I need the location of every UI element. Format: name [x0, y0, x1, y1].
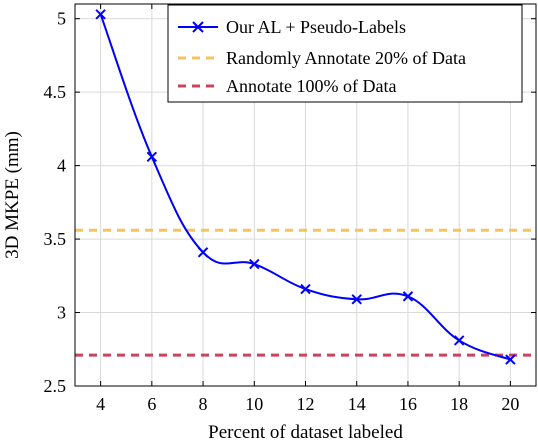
- series-point-marker: [249, 258, 260, 270]
- x-tick-label: 14: [348, 394, 366, 414]
- y-tick-label: 3: [57, 303, 66, 323]
- y-tick-label: 2.5: [44, 376, 67, 396]
- series-point-marker: [453, 335, 465, 346]
- axes: 4 6 8 10 12 14 16 18 20 2.5 3 3.5 4 4.5 5: [44, 4, 536, 414]
- series-point-marker: [197, 247, 209, 258]
- series-point-marker: [351, 294, 362, 305]
- x-tick-label: 6: [147, 394, 156, 414]
- x-tick-label: 20: [501, 394, 519, 414]
- x-tick-label: 10: [245, 394, 263, 414]
- y-tick-label: 5: [57, 9, 66, 29]
- series-point-marker: [402, 291, 414, 302]
- y-axis-label: 3D MKPE (mm): [2, 131, 23, 259]
- y-tick-label: 3.5: [44, 229, 67, 249]
- x-tick-label: 18: [450, 394, 468, 414]
- series-point-marker: [300, 283, 311, 295]
- x-tick-label: 16: [399, 394, 417, 414]
- reference-lines: [75, 228, 536, 357]
- legend-box: [167, 4, 523, 103]
- x-tick-label: 4: [96, 394, 105, 414]
- legend-random-annotate-label: Randomly Annotate 20% of Data: [226, 48, 466, 68]
- legend: Our AL + Pseudo-Labels Randomly Annotate…: [167, 4, 523, 103]
- y-tick-label: 4.5: [44, 82, 67, 102]
- x-tick-label: 12: [297, 394, 315, 414]
- series-point-marker: [95, 9, 106, 20]
- series-point-marker: [505, 354, 516, 365]
- x-tick-label: 8: [199, 394, 208, 414]
- legend-series-label: Our AL + Pseudo-Labels: [226, 17, 406, 37]
- y-tick-label: 4: [57, 156, 66, 176]
- x-axis-label: Percent of dataset labeled: [208, 422, 403, 442]
- legend-full-annotate-label: Annotate 100% of Data: [226, 76, 396, 96]
- series-point-marker: [146, 151, 158, 163]
- series-layer: [95, 9, 516, 365]
- legend-series-marker: [192, 21, 204, 33]
